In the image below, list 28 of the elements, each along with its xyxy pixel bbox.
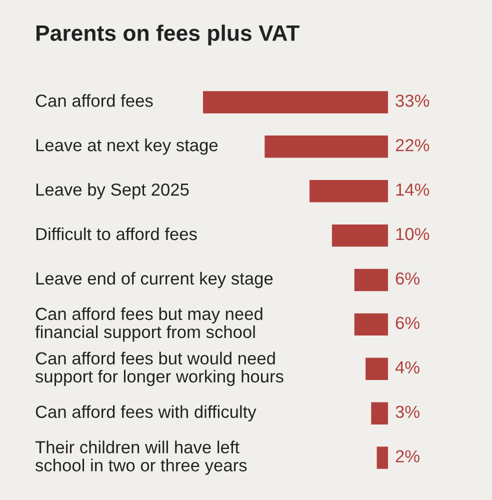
data-label: 6% <box>396 316 420 330</box>
bar <box>203 91 388 114</box>
y-tick-label: Difficult to afford fees <box>36 227 197 240</box>
y-tick-label: Leave at next key stage <box>36 138 218 155</box>
y-tick-label: Leave end of current key stage <box>36 272 273 288</box>
data-label: 22% <box>396 139 430 152</box>
data-label: 14% <box>396 184 430 196</box>
chart-title: Parents on fees plus VAT <box>36 24 300 46</box>
y-tick-label: Can afford fees but would need support for longer working hours <box>35 352 284 386</box>
data-label: 4% <box>395 361 420 374</box>
data-label: 10% <box>396 228 430 240</box>
y-tick-label: Can afford fees <box>36 94 153 107</box>
bar <box>354 268 388 292</box>
y-tick-label: Their children will have left school in two or three years <box>35 440 247 475</box>
y-tick-label: Can afford fees with difficulty <box>36 405 256 422</box>
y-tick-label: Leave by Sept 2025 <box>36 183 189 200</box>
data-label: 33% <box>396 94 430 107</box>
bar <box>371 402 388 424</box>
bar <box>376 446 388 469</box>
bar <box>354 313 388 336</box>
bar <box>310 180 388 202</box>
data-label: 6% <box>396 272 420 285</box>
bar <box>366 358 388 380</box>
data-label: 2% <box>396 450 420 462</box>
bar <box>264 136 388 158</box>
data-label: 3% <box>396 406 420 418</box>
y-tick-label: Can afford fees but may need financial support from school <box>35 307 262 342</box>
bar <box>332 224 388 247</box>
